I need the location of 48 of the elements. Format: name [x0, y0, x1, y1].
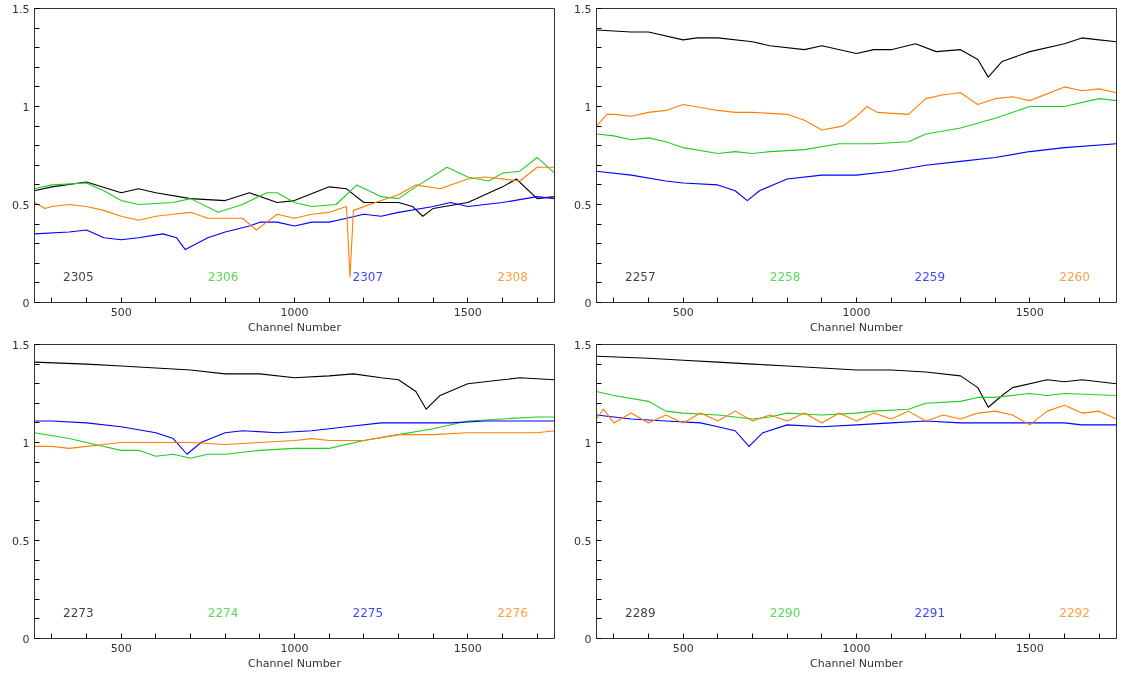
y-tick-label: 0 [22, 632, 30, 646]
x-tick-label: 500 [672, 641, 694, 655]
y-tick-label: 1.5 [12, 338, 30, 352]
y-tick-label: 0.5 [574, 534, 592, 548]
x-tick-label: 1000 [842, 641, 871, 655]
x-tick-label: 1000 [280, 641, 309, 655]
y-tick-label: 1 [22, 436, 30, 450]
text: 2276 [497, 605, 528, 620]
x-tick-label: 1500 [453, 641, 482, 655]
y-tick-label: 0 [584, 632, 592, 646]
y-tick-label: 0.5 [12, 534, 30, 548]
y-tick-label: 0 [22, 296, 30, 310]
y-tick-label: 1 [22, 100, 30, 114]
text: 2259 [914, 269, 946, 284]
text: 2260 [1059, 269, 1090, 284]
text: 2308 [497, 269, 528, 284]
text: 2291 [914, 605, 946, 620]
y-tick-label: 1.5 [574, 2, 592, 16]
y-tick-label: 0.5 [574, 198, 592, 212]
text: 2307 [352, 269, 384, 284]
text: 2305 [63, 269, 94, 284]
x-tick-label: 1500 [1015, 641, 1044, 655]
x-axis-title: Channel Number [810, 656, 904, 670]
y-tick-label: 1.5 [574, 338, 592, 352]
x-axis-title: Channel Number [248, 320, 342, 334]
text: 2257 [625, 269, 656, 284]
x-tick-label: 1500 [1015, 305, 1044, 319]
x-axis-title: Channel Number [810, 320, 904, 334]
text: 2289 [625, 605, 656, 620]
y-tick-label: 0 [584, 296, 592, 310]
x-tick-label: 500 [110, 641, 132, 655]
x-tick-label: 500 [672, 305, 694, 319]
y-tick-label: 1.5 [12, 2, 30, 16]
y-tick-label: 1 [584, 100, 592, 114]
text: 2258 [769, 269, 801, 284]
y-tick-label: 0.5 [12, 198, 30, 212]
text: 2292 [1059, 605, 1090, 620]
x-tick-label: 500 [110, 305, 132, 319]
x-tick-label: 1000 [842, 305, 871, 319]
y-tick-label: 1 [584, 436, 592, 450]
x-axis-title: Channel Number [248, 656, 342, 670]
text: 2306 [207, 269, 239, 284]
text: 2273 [63, 605, 94, 620]
text: 2290 [769, 605, 801, 620]
x-tick-label: 1000 [280, 305, 309, 319]
x-tick-label: 1500 [453, 305, 482, 319]
text: 2275 [352, 605, 384, 620]
text: 2274 [207, 605, 239, 620]
